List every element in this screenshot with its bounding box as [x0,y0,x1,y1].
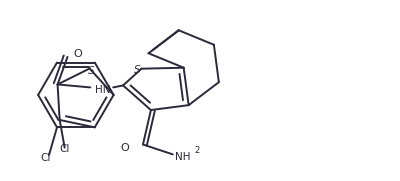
Text: NH: NH [175,152,190,162]
Text: O: O [120,144,129,153]
Text: Cl: Cl [40,153,50,163]
Text: S: S [134,65,141,75]
Text: 2: 2 [195,146,200,155]
Text: HN: HN [95,85,111,95]
Text: S: S [88,66,95,76]
Text: O: O [74,49,82,59]
Text: Cl: Cl [60,144,70,154]
